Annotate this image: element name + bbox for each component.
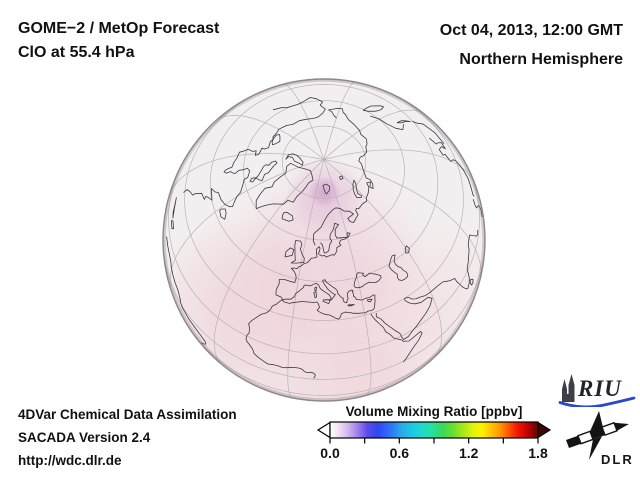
coastline-north-america-mainland <box>183 97 326 208</box>
coastline-ireland <box>284 247 295 258</box>
coastline-baltic <box>318 222 349 258</box>
plot-meta-block: Oct 04, 2013, 12:00 GMT Northern Hemisph… <box>440 16 623 74</box>
coastline-sardinia <box>313 291 317 299</box>
coastline-sicily <box>322 299 331 304</box>
colorbar: Volume Mixing Ratio [ppbv] 0.0 0.6 1.2 1… <box>316 404 552 461</box>
colorbar-label-2: 1.2 <box>459 445 479 461</box>
colorbar-left-arrow <box>316 421 331 439</box>
coastline-crete <box>347 304 355 307</box>
coastline-denmark <box>316 246 321 257</box>
plot-title-block: GOME−2 / MetOp Forecast ClO at 55.4 hPa <box>18 17 219 65</box>
coastline-red-sea-east-africa <box>370 313 423 363</box>
attribution-line-2: SACADA Version 2.4 <box>18 430 151 446</box>
coastline-okhotsk-coast <box>370 115 404 130</box>
coastline-novaya-zemlya <box>352 179 363 198</box>
coastline-cuba <box>172 197 177 219</box>
coastline-norway-arctic-russia <box>312 144 374 246</box>
coastline-iceland <box>281 212 294 222</box>
coastline-japan <box>412 120 445 144</box>
coastline-newfoundland <box>219 208 227 220</box>
coastline-hispaniola <box>171 220 174 230</box>
colorbar-right-arrow <box>537 421 552 439</box>
colorbar-gradient-bar <box>329 421 539 439</box>
river-wave-icon <box>558 396 636 407</box>
coastline-ellesmere-devon <box>285 153 304 166</box>
coastline-arabia-persian-gulf <box>375 281 444 340</box>
coastline-cyprus <box>366 298 373 303</box>
title-line-2: ClO at 55.4 hPa <box>18 44 135 61</box>
graticule-lines <box>163 79 485 398</box>
colorbar-label-1: 0.6 <box>390 445 410 461</box>
coastline-west-europe-med-africa <box>245 256 376 379</box>
dlr-logo: DLR <box>566 411 634 467</box>
colorbar-title: Volume Mixing Ratio [ppbv] <box>346 404 523 419</box>
coastline-india <box>443 229 479 290</box>
datetime-label: Oct 04, 2013, 12:00 GMT <box>439 22 623 39</box>
colorbar-label-3: 1.8 <box>528 445 548 461</box>
coastline-south-america-ne <box>166 236 207 345</box>
attribution-line-3: http://wdc.dlr.de <box>18 453 122 469</box>
hemisphere-label: Northern Hemisphere <box>459 51 623 68</box>
riu-wordmark: RIU <box>577 376 622 401</box>
coastline-greenland <box>255 162 314 210</box>
coastline-east-siberia-chukotka <box>328 108 368 145</box>
coastline-sri-lanka <box>469 278 474 286</box>
globe-limb <box>162 78 486 402</box>
cathedral-icon <box>562 374 575 402</box>
coastline-kamchatka <box>362 105 384 112</box>
coastline-caspian-sea <box>388 254 409 281</box>
dlr-wordmark: DLR <box>601 452 634 467</box>
coastline-corsica <box>314 286 317 292</box>
coastline-sakhalin <box>396 120 411 124</box>
attribution-line-1: 4DVar Chemical Data Assimilation <box>18 407 237 422</box>
coastline-franz-josef-land <box>339 175 344 180</box>
coastline-lake-ladoga <box>346 232 351 238</box>
clo-field-shading <box>163 155 485 401</box>
riu-logo: RIU <box>558 374 636 407</box>
coastline-victoria-island <box>271 134 281 146</box>
coastline-aral-sea <box>404 245 410 254</box>
colorbar-label-0: 0.0 <box>320 445 340 461</box>
coastline-black-sea <box>353 272 382 289</box>
dlr-star-icon <box>566 411 629 460</box>
coastlines <box>166 97 483 379</box>
coastline-korea-china-coast <box>429 137 475 197</box>
globe-limb-shading <box>163 79 485 401</box>
coastline-svalbard <box>322 183 331 195</box>
coastline-baffin-island <box>249 160 278 183</box>
title-line-1: GOME−2 / MetOp Forecast <box>18 20 220 37</box>
coastline-vietnam <box>472 199 483 217</box>
coastline-great-britain <box>290 240 305 264</box>
colorbar-ticks <box>329 438 539 444</box>
attribution-block: 4DVar Chemical Data Assimilation SACADA … <box>18 403 237 473</box>
